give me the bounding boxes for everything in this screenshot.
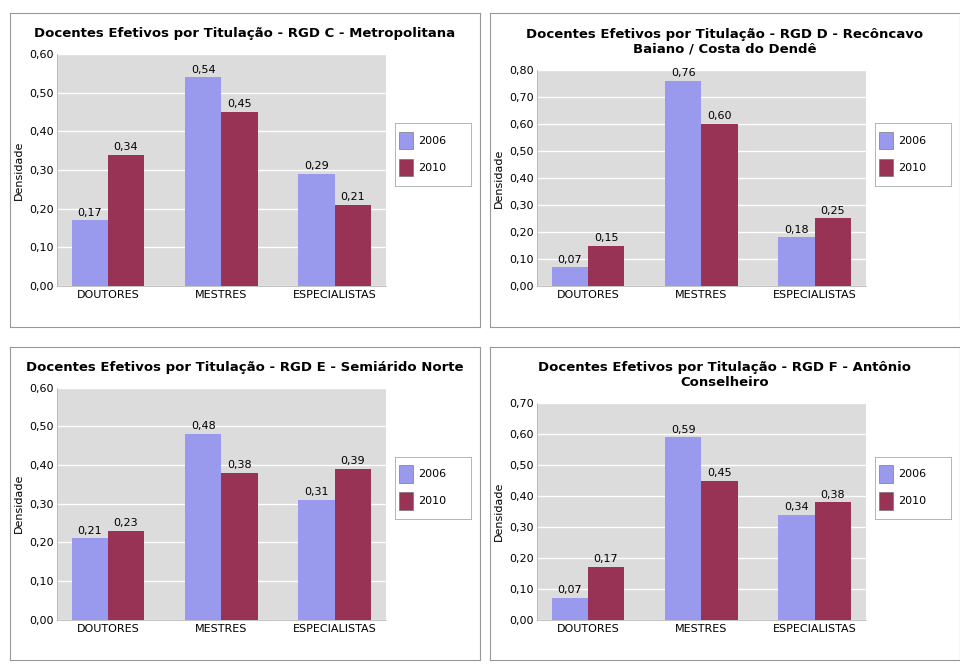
Text: 0,45: 0,45 (228, 99, 252, 109)
Bar (185, 434, 221, 620)
Text: 0,45: 0,45 (708, 468, 732, 478)
Text: 0,38: 0,38 (821, 490, 845, 500)
Y-axis label: Densidade: Densidade (13, 140, 24, 200)
Y-axis label: Densidade: Densidade (13, 474, 24, 534)
Text: 0,21: 0,21 (78, 526, 102, 536)
Bar (299, 174, 335, 286)
Text: 0,23: 0,23 (113, 518, 138, 528)
Bar (879, 132, 893, 149)
Text: Docentes Efetivos por Titulação - RGD D - Recôncavo
Baiano / Costa do Dendê: Docentes Efetivos por Titulação - RGD D … (526, 27, 924, 55)
Bar (879, 466, 893, 483)
Text: 0,25: 0,25 (821, 206, 845, 216)
Text: 2006: 2006 (898, 469, 926, 479)
Bar (552, 598, 588, 620)
Text: Docentes Efetivos por Titulação - RGD F - Antônio
Conselheiro: Docentes Efetivos por Titulação - RGD F … (539, 361, 911, 389)
Text: 0,34: 0,34 (784, 502, 809, 512)
Text: 2006: 2006 (418, 135, 446, 145)
Text: 0,21: 0,21 (341, 192, 365, 202)
Text: 0,17: 0,17 (593, 554, 618, 564)
Bar (879, 492, 893, 510)
Text: 0,07: 0,07 (558, 255, 582, 265)
Text: 2010: 2010 (898, 163, 926, 173)
Bar (108, 155, 144, 286)
Bar (552, 267, 588, 286)
Text: 0,18: 0,18 (784, 225, 809, 235)
Bar (335, 469, 371, 620)
Text: 0,34: 0,34 (113, 142, 138, 152)
Text: 0,07: 0,07 (558, 586, 582, 596)
Text: 2010: 2010 (418, 163, 446, 173)
Bar (665, 438, 701, 620)
Bar (399, 132, 413, 149)
Text: 2010: 2010 (898, 496, 926, 506)
Bar (399, 159, 413, 176)
Bar (221, 112, 257, 286)
Bar (335, 205, 371, 286)
Bar (108, 531, 144, 620)
Y-axis label: Densidade: Densidade (493, 482, 504, 541)
Bar (779, 237, 815, 286)
Bar (221, 473, 257, 620)
Text: 0,15: 0,15 (594, 233, 618, 243)
Text: 0,17: 0,17 (78, 207, 102, 217)
Bar (399, 492, 413, 510)
Text: Docentes Efetivos por Titulação - RGD E - Semiárido Norte: Docentes Efetivos por Titulação - RGD E … (26, 361, 464, 374)
Text: 0,60: 0,60 (708, 111, 732, 121)
Bar (701, 480, 737, 620)
Text: 0,31: 0,31 (304, 487, 328, 497)
Bar (879, 159, 893, 176)
Text: 0,59: 0,59 (671, 425, 695, 435)
Bar (815, 219, 851, 286)
Bar (815, 502, 851, 620)
Text: Docentes Efetivos por Titulação - RGD C - Metropolitana: Docentes Efetivos por Titulação - RGD C … (35, 27, 455, 40)
Bar (779, 514, 815, 620)
Bar (588, 567, 624, 620)
Text: 2006: 2006 (418, 469, 446, 479)
Y-axis label: Densidade: Densidade (493, 148, 504, 207)
Text: 0,48: 0,48 (191, 421, 215, 431)
Text: 0,54: 0,54 (191, 65, 215, 75)
Text: 0,39: 0,39 (341, 456, 365, 466)
Bar (588, 245, 624, 286)
Bar (399, 466, 413, 483)
Bar (72, 538, 108, 620)
Text: 2006: 2006 (898, 135, 926, 145)
Bar (185, 77, 221, 286)
Text: 0,38: 0,38 (228, 460, 252, 470)
Bar (72, 220, 108, 286)
Text: 0,76: 0,76 (671, 68, 695, 78)
Bar (665, 81, 701, 286)
Text: 0,29: 0,29 (304, 161, 329, 171)
Bar (701, 124, 737, 286)
Bar (299, 500, 335, 620)
Text: 2010: 2010 (418, 496, 446, 506)
